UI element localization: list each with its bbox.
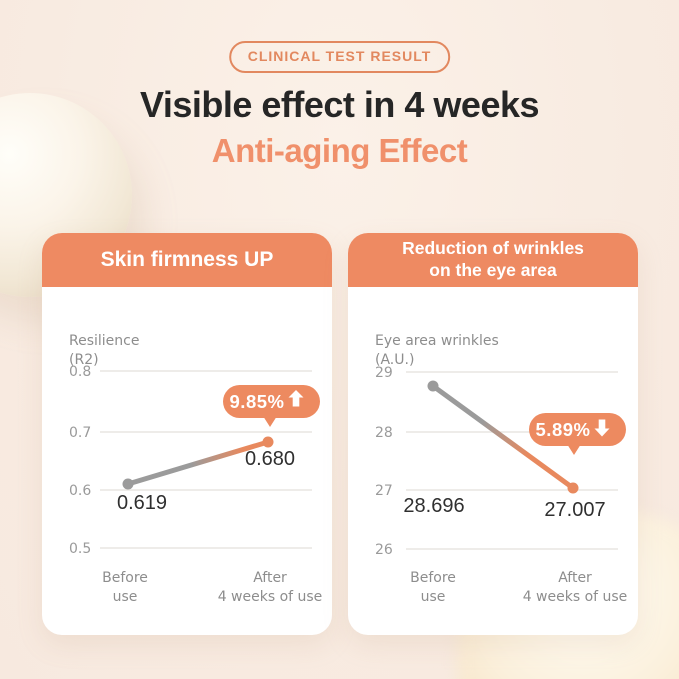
clinical-test-result-badge: CLINICAL TEST RESULT xyxy=(228,41,451,73)
after-data-point xyxy=(262,436,274,448)
y-axis-title-line1: Resilience xyxy=(69,333,139,349)
eye-wrinkles-chart: Eye area wrinkles (A.U.) 29 28 27 26 28.… xyxy=(375,333,628,605)
clinical-test-result-label: CLINICAL TEST RESULT xyxy=(247,48,432,64)
y-tick-label: 29 xyxy=(375,365,393,381)
x-label-after-line1: After xyxy=(558,570,592,586)
x-label-before-line2: use xyxy=(113,589,138,605)
x-label-before-line1: Before xyxy=(102,570,148,586)
decrease-arrow-icon xyxy=(594,419,610,437)
x-label-before-line2: use xyxy=(421,589,446,605)
after-value-label: 27.007 xyxy=(544,499,605,521)
before-data-point xyxy=(427,380,439,392)
y-tick-label: 28 xyxy=(375,425,393,441)
y-tick-label: 26 xyxy=(375,542,393,558)
change-badge: 9.85% xyxy=(223,385,320,427)
y-axis-title-line2: (A.U.) xyxy=(375,352,414,368)
y-axis-title-line1: Eye area wrinkles xyxy=(375,333,499,349)
eye-wrinkles-card-title-line2: on the eye area xyxy=(429,260,557,280)
x-label-after-line1: After xyxy=(253,570,287,586)
y-tick-label: 0.5 xyxy=(69,541,91,557)
skin-firmness-chart: Resilience (R2) 0.8 0.7 0.6 0.5 0.619 0.… xyxy=(69,333,323,605)
after-value-label: 0.680 xyxy=(245,448,295,470)
x-label-after-line2: 4 weeks of use xyxy=(218,589,323,605)
change-percent-label: 5.89% xyxy=(536,419,591,440)
page-subtitle: Anti-aging Effect xyxy=(211,132,468,169)
before-data-point xyxy=(122,478,134,490)
skin-firmness-card-title: Skin firmness UP xyxy=(100,248,274,271)
change-badge: 5.89% xyxy=(529,413,626,455)
before-value-label: 28.696 xyxy=(403,495,464,517)
increase-arrow-icon xyxy=(288,390,304,407)
after-data-point xyxy=(567,482,579,494)
change-percent-label: 9.85% xyxy=(230,391,285,412)
page-title: Visible effect in 4 weeks xyxy=(139,84,540,125)
y-tick-label: 0.8 xyxy=(69,364,91,380)
y-axis-title-line2: (R2) xyxy=(69,352,99,368)
change-badge-tail xyxy=(263,416,277,427)
eye-wrinkles-card-header: Reduction of wrinkles on the eye area xyxy=(348,233,638,287)
x-label-before-line1: Before xyxy=(410,570,456,586)
skin-firmness-card: Skin firmness UP Resilience (R2) 0.8 0.7… xyxy=(42,233,332,635)
x-label-after-line2: 4 weeks of use xyxy=(523,589,628,605)
trend-line xyxy=(125,439,271,487)
y-tick-label: 0.7 xyxy=(69,425,91,441)
change-badge-tail xyxy=(567,444,581,455)
trend-line xyxy=(430,383,576,491)
skin-firmness-card-header: Skin firmness UP xyxy=(42,233,332,287)
eye-wrinkles-card: Reduction of wrinkles on the eye area Ey… xyxy=(348,233,638,635)
before-value-label: 0.619 xyxy=(117,492,167,514)
y-tick-label: 0.6 xyxy=(69,483,91,499)
eye-wrinkles-card-title-line1: Reduction of wrinkles xyxy=(402,238,584,259)
y-tick-label: 27 xyxy=(375,483,393,499)
